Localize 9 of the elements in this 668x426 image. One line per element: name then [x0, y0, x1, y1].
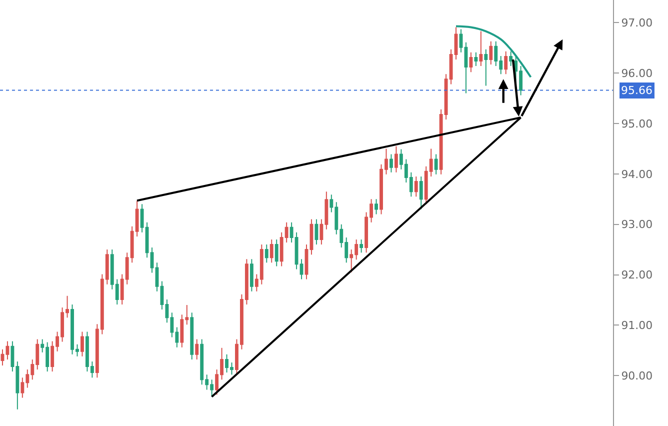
- y-tick-label: 94.00: [621, 168, 653, 181]
- y-tick-label: 93.00: [621, 218, 653, 232]
- y-tick-label: 95.00: [621, 117, 653, 130]
- y-tick-label: 90.00: [621, 369, 653, 382]
- y-tick-label: 91.00: [621, 319, 653, 332]
- ref-line-label: 95.66: [621, 84, 652, 97]
- y-tick-label: 92.00: [621, 268, 653, 282]
- y-tick-label: 96.00: [621, 66, 653, 80]
- y-tick-label: 97.00: [621, 16, 653, 30]
